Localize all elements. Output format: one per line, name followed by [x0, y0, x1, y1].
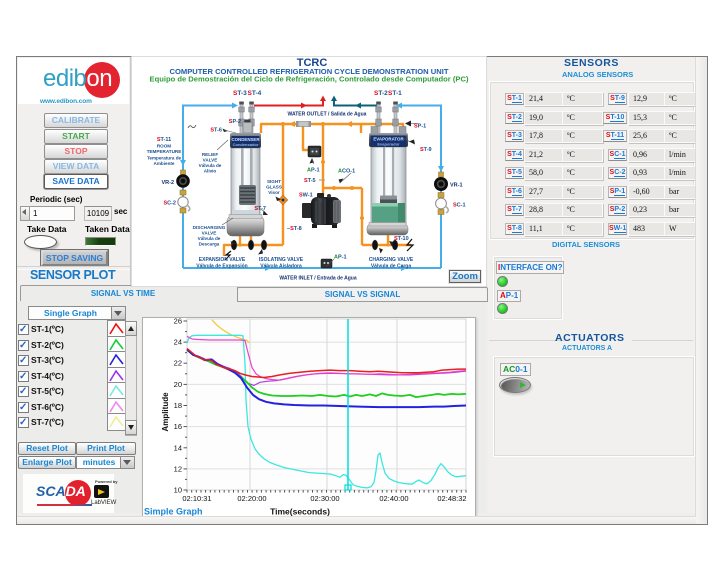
- svg-text:VALVE: VALVE: [202, 231, 217, 236]
- svg-text:ST-9: ST-9: [420, 147, 432, 153]
- svg-text:GLASS: GLASS: [266, 185, 282, 190]
- svg-text:ST-2: ST-2: [374, 90, 388, 97]
- svg-text:ISOLATING VALVE: ISOLATING VALVE: [259, 257, 304, 263]
- svg-text:SC-1: SC-1: [453, 203, 466, 209]
- svg-text:ACO-1: ACO-1: [338, 169, 355, 175]
- svg-text:26: 26: [174, 317, 182, 326]
- svg-text:TCRC: TCRC: [297, 57, 328, 69]
- svg-text:ST-10: ST-10: [394, 236, 409, 242]
- svg-text:Equipo de Demostración del Cic: Equipo de Demostración del Ciclo de Refr…: [150, 75, 469, 84]
- svg-text:02:40:00: 02:40:00: [379, 494, 408, 503]
- svg-text:SW-1: SW-1: [299, 193, 313, 199]
- svg-text:–ST-8: –ST-8: [287, 226, 302, 232]
- svg-text:Válvula Aisladora: Válvula Aisladora: [260, 264, 302, 270]
- svg-text:Amplitude: Amplitude: [161, 392, 170, 432]
- svg-text:10: 10: [174, 486, 182, 495]
- svg-text:ST-1: ST-1: [388, 90, 402, 97]
- svg-text:VR-2: VR-2: [161, 180, 174, 186]
- svg-text:VALVE: VALVE: [203, 158, 218, 163]
- svg-text:24: 24: [174, 338, 182, 347]
- svg-text:Válvula de Carga: Válvula de Carga: [371, 264, 412, 270]
- svg-text:CHARGING VALVE: CHARGING VALVE: [369, 257, 414, 263]
- svg-text:SIGHT: SIGHT: [267, 179, 281, 184]
- svg-text:Válvula de: Válvula de: [199, 163, 222, 168]
- svg-text:12: 12: [174, 464, 182, 473]
- svg-text:SP-2: SP-2: [229, 119, 241, 125]
- svg-text:ST-6: ST-6: [210, 128, 222, 134]
- svg-text:Temperatura de: Temperatura de: [147, 156, 182, 161]
- svg-text:ST-3: ST-3: [233, 90, 247, 97]
- svg-text:18: 18: [174, 401, 182, 410]
- svg-text:SC-2: SC-2: [163, 201, 176, 207]
- svg-text:02:20:00: 02:20:00: [237, 494, 266, 503]
- svg-text:RELIEF: RELIEF: [202, 152, 219, 157]
- svg-text:ROOM: ROOM: [157, 144, 171, 149]
- svg-text:Simple Graph: Simple Graph: [144, 507, 203, 517]
- svg-text:VR-1: VR-1: [450, 183, 463, 189]
- svg-text:AP-1: AP-1: [334, 255, 347, 261]
- svg-text:ST-5: ST-5: [304, 178, 316, 184]
- svg-text:WATER INLET / Entrada de Agua: WATER INLET / Entrada de Agua: [279, 276, 356, 282]
- svg-text:Visor: Visor: [268, 190, 280, 195]
- svg-text:ST-4: ST-4: [248, 90, 262, 97]
- svg-text:CONDENSER: CONDENSER: [231, 137, 260, 142]
- svg-text:14: 14: [174, 443, 182, 452]
- svg-text:02:10:31: 02:10:31: [182, 494, 211, 503]
- svg-text:DISCHARGING: DISCHARGING: [193, 225, 226, 230]
- svg-text:16: 16: [174, 422, 182, 431]
- svg-text:02:30:00: 02:30:00: [310, 494, 339, 503]
- svg-text:Descarga: Descarga: [199, 242, 220, 247]
- svg-text:Válvula de: Válvula de: [198, 236, 221, 241]
- svg-text:TEMPERATURE: TEMPERATURE: [147, 149, 182, 154]
- svg-text:Válvula de Expansión: Válvula de Expansión: [196, 264, 247, 270]
- svg-text:Evaporador: Evaporador: [377, 142, 400, 147]
- svg-text:ST-11: ST-11: [157, 137, 171, 143]
- svg-text:20: 20: [174, 380, 182, 389]
- svg-text:EVAPORATOR: EVAPORATOR: [373, 137, 404, 142]
- svg-text:AP-1: AP-1: [307, 168, 320, 174]
- svg-text:EXPANSION VALVE: EXPANSION VALVE: [199, 257, 246, 263]
- svg-text:Ambiente: Ambiente: [154, 161, 175, 166]
- svg-text:Time(seconds): Time(seconds): [270, 507, 330, 517]
- svg-text:SP-1: SP-1: [414, 124, 426, 130]
- svg-text:WATER OUTLET / Salida de Agua: WATER OUTLET / Salida de Agua: [288, 112, 367, 118]
- svg-text:02:48:32: 02:48:32: [437, 494, 466, 503]
- svg-text:22: 22: [174, 359, 182, 368]
- svg-text:Alivio: Alivio: [204, 169, 217, 174]
- svg-text:Condensador: Condensador: [233, 142, 259, 147]
- svg-text:COMPUTER CONTROLLED REFRIGERAT: COMPUTER CONTROLLED REFRIGERATION CYCLE …: [170, 67, 449, 76]
